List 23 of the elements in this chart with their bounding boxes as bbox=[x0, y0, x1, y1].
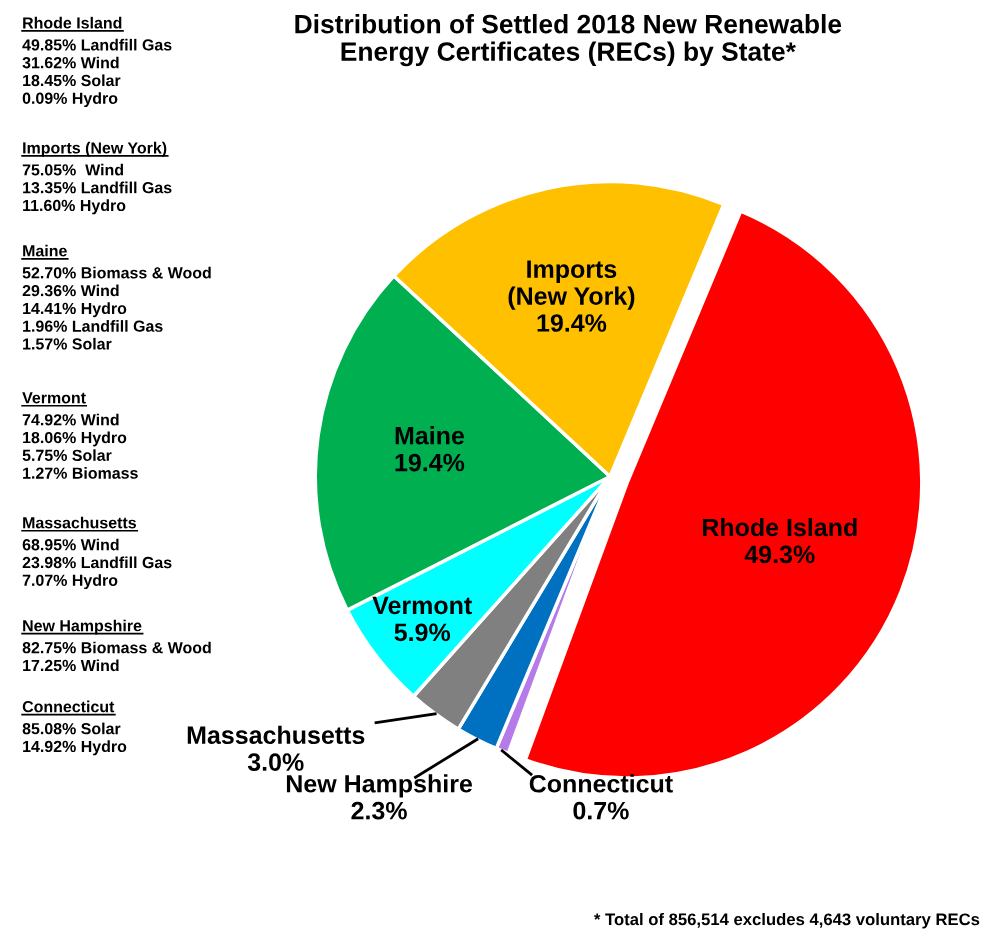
data-label: 5.9% bbox=[394, 623, 451, 642]
data-label: 19.4% bbox=[537, 314, 607, 332]
slice-label: New Hampshire bbox=[286, 774, 472, 798]
text: Maine 52.70% Biomass & Wood 29.36% Wind 14.41% Hydro 1.96% Landfill Gas 1.57% Solar bbox=[22, 244, 211, 350]
data-label: 49.3% bbox=[744, 545, 815, 564]
text: Massachusetts 68.95% Wind 23.98% Landfill Gas 7.07% Hydro bbox=[22, 516, 172, 590]
data-label: 19.4% bbox=[395, 453, 465, 472]
slice-label: Imports (New York) bbox=[508, 260, 635, 310]
data-label: 2.3% bbox=[351, 801, 407, 820]
slice-label: Rhode Island bbox=[702, 517, 857, 537]
text: Connecticut 85.08% Solar 14.92% Hydro bbox=[22, 700, 127, 756]
slice-label: Maine bbox=[395, 426, 465, 445]
slice-label: Connecticut bbox=[529, 774, 673, 793]
text: New Hampshire 82.75% Biomass & Wood 17.25% Wind bbox=[22, 619, 211, 672]
slice-label: Vermont bbox=[372, 596, 472, 615]
text: Imports (New York) 75.05% Wind 13.35% Landfill Gas 11.60% Hydro bbox=[22, 141, 172, 215]
text: Vermont 74.92% Wind 18.06% Hydro 5.75% Solar 1.27% Biomass bbox=[22, 392, 138, 479]
data-label: 3.0% bbox=[247, 753, 304, 771]
text: Rhode Island 49.85% Landfill Gas 31.62% Wind 18.45% Solar 0.09% Hydro bbox=[22, 16, 172, 108]
chart-title: Distribution of Settled 2018 New Renewable Energy Certificates (RECs) by State* bbox=[295, 14, 842, 67]
data-label: 0.7% bbox=[573, 801, 629, 820]
slice-label: Massachusetts bbox=[187, 725, 365, 744]
text: * Total of 856,514 excludes 4,643 voluntary RECs bbox=[593, 912, 980, 929]
